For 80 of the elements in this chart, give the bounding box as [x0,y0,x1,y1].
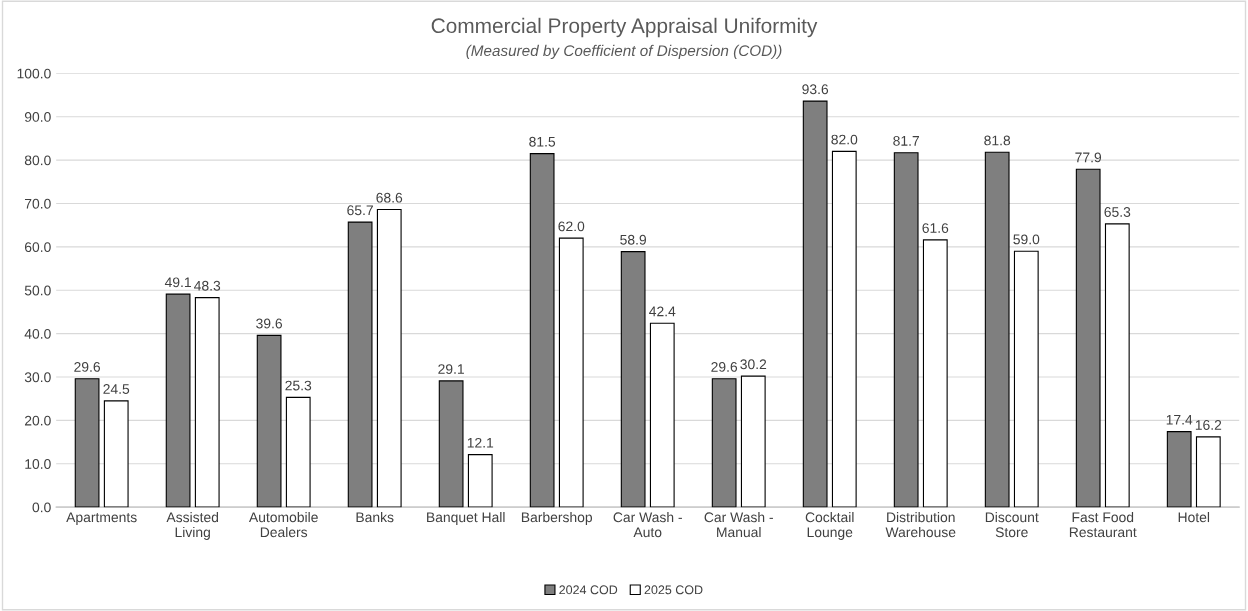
y-tick-label: 100.0 [17,68,51,79]
data-label: 48.3 [194,280,221,291]
data-label: 29.1 [438,364,464,374]
bar [1075,168,1101,508]
x-tick-label: Banquet Hall [427,511,505,525]
data-label: 29.6 [711,361,738,372]
y-tick-label: 50.0 [24,285,51,296]
chart-subtitle: (Measured by Coefficient of Dispersion (COD)) [466,44,782,60]
y-tick-label: 70.0 [24,198,51,209]
bar [285,396,311,508]
bar [467,454,493,508]
data-label: 61.6 [922,223,949,233]
y-tick-label: 40.0 [24,328,51,339]
x-tick-label: Banks [356,511,394,523]
bar [347,221,373,508]
data-label: 24.5 [103,384,130,394]
data-label: 65.3 [1104,207,1131,217]
data-label: 25.3 [285,380,312,391]
bar [1104,223,1130,508]
x-tick-label: Barbershop [521,511,593,525]
x-tick-label: Car Wash - Auto [613,511,682,538]
x-tick-label: Automobile Dealers [248,511,318,538]
data-label: 42.4 [649,306,676,317]
legend-label: 2025 COD [644,585,703,595]
data-label: 81.7 [893,135,919,146]
data-label: 59.0 [1013,234,1040,245]
y-tick-label: 80.0 [24,155,51,166]
x-tick-label: Cocktail Lounge [805,511,854,540]
data-label: 30.2 [740,359,767,370]
y-tick-label: 20.0 [24,415,51,426]
data-label: 68.6 [376,192,403,203]
bar [711,378,737,508]
y-tick-label: 60.0 [24,242,51,253]
bar [74,378,100,508]
x-tick-label: Distribution Warehouse [885,511,956,538]
bar [740,375,766,508]
data-label: 29.6 [74,361,101,372]
chart-title: Commercial Property Appraisal Uniformity [431,17,818,38]
data-label: 17.4 [1166,415,1193,425]
data-label: 12.1 [467,437,494,448]
bar [103,400,129,508]
y-tick-label: 90.0 [24,112,51,122]
x-tick-label: Assisted Living [166,511,219,540]
bar [1166,431,1192,508]
bar [529,153,555,508]
x-tick-label: Discount Store [985,511,1039,538]
data-label: 82.0 [831,134,858,145]
bar [194,297,220,508]
bar [1013,250,1039,508]
bar [831,150,857,508]
data-label: 58.9 [620,234,647,245]
y-tick-label: 0.0 [32,502,51,513]
data-label: 39.6 [256,318,283,329]
bar [922,239,948,508]
bar [802,100,828,508]
bar [649,322,675,508]
data-label: 49.1 [164,277,191,288]
data-label: 77.9 [1075,152,1102,163]
data-label: 65.7 [347,205,373,216]
x-tick-label: Hotel [1178,511,1210,523]
bar [438,380,464,508]
x-tick-label: Car Wash - Manual [704,511,773,538]
bar [558,237,584,508]
data-label: 62.0 [558,221,585,232]
bar [984,151,1010,508]
bar [376,208,402,508]
bar [893,152,919,508]
legend-label: 2024 COD [559,585,618,595]
bar [165,293,191,508]
bar [256,334,282,508]
bar [1195,436,1221,508]
data-label: 16.2 [1195,420,1222,430]
bar [620,251,646,508]
data-label: 93.6 [802,84,829,95]
y-tick-label: 30.0 [24,372,51,383]
y-tick-label: 10.0 [25,459,51,469]
data-label: 81.8 [984,135,1011,146]
x-tick-label: Apartments [66,512,137,525]
x-tick-label: Fast Food Restaurant [1069,511,1137,538]
data-label: 81.5 [529,136,556,147]
